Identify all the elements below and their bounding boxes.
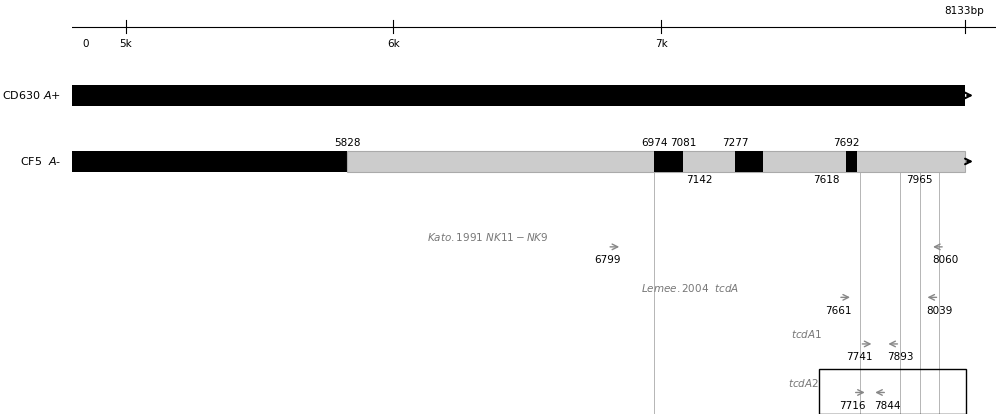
Text: 7716: 7716 [840, 401, 866, 411]
Text: 7893: 7893 [887, 352, 913, 362]
Text: 7661: 7661 [825, 306, 851, 316]
Text: 7965: 7965 [906, 175, 933, 185]
Text: 7618: 7618 [813, 175, 840, 185]
Bar [654, 151, 683, 172]
Bar [72, 151, 347, 172]
Text: $\mathit{Lemee.2004\ \ tcdA}$: $\mathit{Lemee.2004\ \ tcdA}$ [641, 282, 739, 293]
Text: 7081: 7081 [670, 138, 696, 148]
Bar [846, 151, 857, 172]
Text: $\mathit{Kato.1991\ NK11-NK9}$: $\mathit{Kato.1991\ NK11-NK9}$ [427, 231, 549, 243]
Bar [735, 151, 763, 172]
Bar [72, 85, 965, 106]
Text: 6k: 6k [387, 39, 400, 49]
Text: $\mathit{tcdA2}$: $\mathit{tcdA2}$ [788, 377, 819, 389]
Text: 8133bp: 8133bp [945, 6, 984, 16]
Text: 8039: 8039 [926, 306, 953, 316]
Text: 8060: 8060 [932, 255, 958, 265]
Text: 7142: 7142 [686, 175, 712, 185]
Text: 7277: 7277 [722, 138, 749, 148]
Text: $\mathit{tcdA1}$: $\mathit{tcdA1}$ [791, 328, 822, 340]
Text: CD630 $\mathit{A}$+: CD630 $\mathit{A}$+ [2, 89, 61, 102]
Text: 6974: 6974 [641, 138, 667, 148]
Text: 7844: 7844 [874, 401, 900, 411]
Text: 7692: 7692 [833, 138, 860, 148]
Bar [347, 151, 965, 172]
Text: 5828: 5828 [334, 138, 361, 148]
Text: 7k: 7k [655, 39, 667, 49]
Text: 0: 0 [82, 39, 89, 49]
Text: 7741: 7741 [846, 352, 873, 362]
Text: 5k: 5k [119, 39, 132, 49]
Bar [819, 369, 966, 414]
Text: CF5  $\mathit{A}$-: CF5 $\mathit{A}$- [20, 155, 61, 168]
Text: 6799: 6799 [594, 255, 621, 265]
